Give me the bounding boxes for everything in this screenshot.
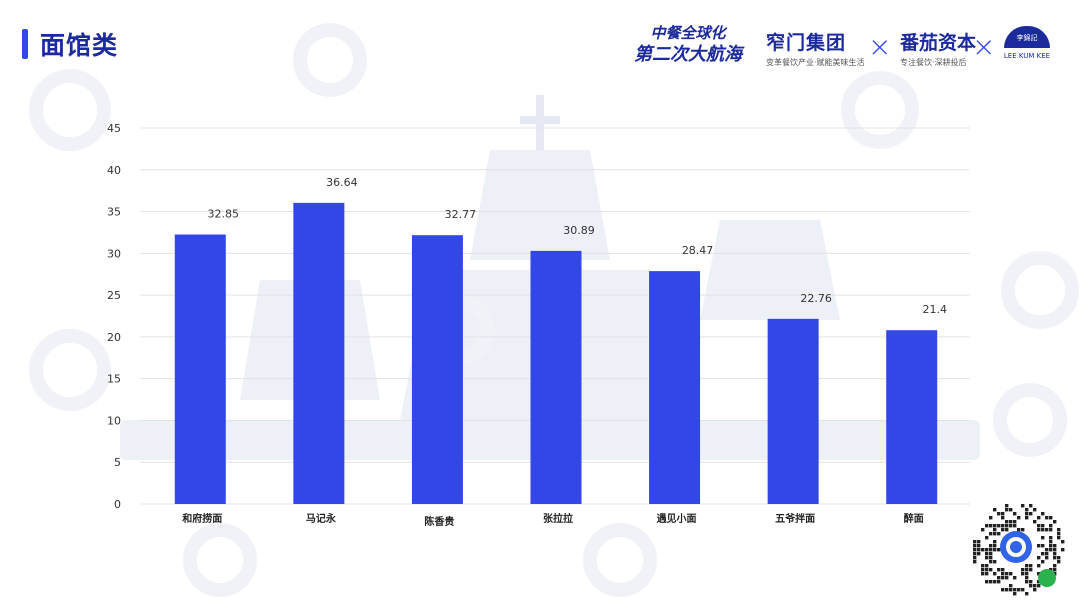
page-title: 面馆类 [40, 31, 119, 60]
category-label: 和府捞面 [181, 512, 222, 525]
category-label: 遇见小面 [657, 512, 697, 525]
bars [174, 202, 938, 504]
category-label: 张拉拉 [543, 512, 573, 525]
qr-code-image [973, 504, 1065, 596]
y-tick-label: 5 [114, 456, 121, 469]
partner3-name: LEE KUM KEE [1003, 52, 1051, 60]
bar [293, 202, 345, 504]
partner3-logo: 李錦記 LEE KUM KEE [1002, 26, 1052, 60]
y-tick-label: 40 [107, 164, 121, 177]
bar [411, 235, 463, 504]
value-label: 32.85 [208, 208, 240, 221]
value-label: 36.64 [326, 176, 358, 189]
event-logo-line2: 第二次大航海 [634, 44, 742, 65]
y-tick-label: 15 [107, 373, 121, 386]
partner3-cap: 李錦記 [1004, 26, 1050, 48]
partner1-name: 窄门集团 [766, 32, 847, 54]
partner1-slogan: 变革餐饮产业·赋能美味生活 [766, 58, 865, 67]
value-labels: 32.85 36.64 32.77 30.89 28.47 22.76 21.4 [208, 176, 947, 316]
y-tick-label: 30 [107, 247, 121, 260]
category-label: 陈香贵 [424, 515, 454, 528]
y-tick-label: 0 [114, 498, 121, 511]
partner2-logo: 番茄资本 专注餐饮·深耕投后 [900, 28, 976, 68]
partner2-slogan: 专注餐饮·深耕投后 [900, 58, 967, 67]
y-tick-label: 35 [107, 206, 121, 219]
partner2-name: 番茄资本 [900, 32, 977, 54]
category-label: 醉面 [904, 512, 924, 525]
value-label: 22.76 [800, 292, 832, 305]
value-label: 21.4 [922, 303, 947, 316]
y-tick-label: 25 [107, 289, 121, 302]
partner1-logo: 窄门集团 变革餐饮产业·赋能美味生活 [766, 28, 865, 68]
category-label: 五爷拌面 [775, 512, 815, 525]
value-label: 28.47 [682, 244, 714, 257]
bar [886, 330, 938, 504]
y-tick-label: 45 [107, 122, 121, 135]
event-logo-line1: 中餐全球化 [650, 24, 726, 42]
bar [530, 250, 582, 504]
bar [649, 271, 701, 504]
value-label: 30.89 [563, 224, 595, 237]
category-label: 马记永 [306, 512, 337, 525]
qr-code[interactable] [963, 494, 1069, 600]
title-accent-bar [22, 29, 28, 59]
bar [174, 234, 226, 504]
cross-separator-2: × [972, 30, 996, 63]
y-tick-label: 10 [107, 414, 121, 427]
bar [767, 318, 819, 504]
y-tick-label: 20 [107, 331, 121, 344]
cross-separator-1: × [868, 30, 892, 63]
value-label: 32.77 [445, 208, 477, 221]
event-logo: 中餐全球化 第二次大航海 [628, 22, 748, 66]
category-labels: 和府捞面 马记永 陈香贵 张拉拉 遇见小面 五爷拌面 醉面 [181, 512, 923, 528]
y-axis-ticks: 0 5 10 15 20 25 30 35 40 45 [107, 122, 121, 511]
